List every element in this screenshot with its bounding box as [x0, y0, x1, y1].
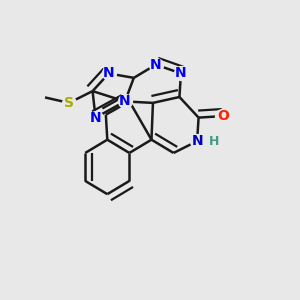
Text: O: O [217, 109, 229, 123]
Text: N: N [90, 111, 101, 124]
Text: H: H [209, 135, 219, 148]
Text: S: S [64, 96, 74, 110]
Text: N: N [175, 66, 187, 80]
Text: N: N [150, 58, 162, 72]
Text: N: N [191, 134, 203, 148]
Text: N: N [103, 66, 115, 80]
Text: N: N [119, 94, 131, 108]
